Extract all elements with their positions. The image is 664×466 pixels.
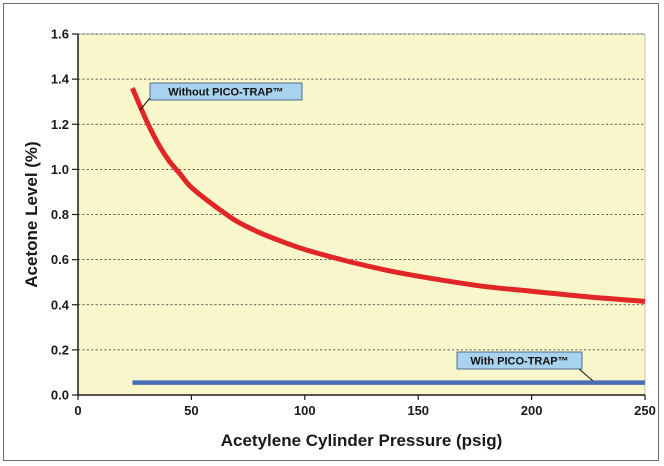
y-tick-label: 0.0: [51, 388, 69, 403]
y-axis-title: Acetone Level (%): [22, 141, 41, 287]
x-tick-label: 100: [294, 403, 316, 418]
y-tick-label: 0.4: [51, 297, 70, 312]
series-line-without-pico-trap: [130, 87, 646, 304]
y-tick-label: 0.6: [51, 252, 69, 267]
x-tick-label: 150: [407, 403, 429, 418]
y-tick-label: 1.6: [51, 27, 69, 42]
x-axis-title: Acetylene Cylinder Pressure (psig): [221, 431, 503, 450]
x-tick-label: 0: [74, 403, 81, 418]
callout-box-with: [456, 351, 583, 370]
y-tick-label: 1.4: [51, 72, 70, 87]
y-tick-label: 1.2: [51, 117, 69, 132]
y-tick-label: 0.8: [51, 207, 69, 222]
callout-box-without: [149, 82, 303, 101]
x-tick-label: 200: [521, 403, 543, 418]
x-tick-label: 50: [184, 403, 198, 418]
x-tick-label: 250: [634, 403, 656, 418]
callout-leader-without: [139, 97, 151, 111]
y-tick-label: 0.2: [51, 342, 69, 357]
callout-leader-with: [577, 367, 594, 382]
callout-label-without: Without PICO-TRAP™: [168, 87, 283, 99]
y-tick-label: 1.0: [51, 162, 69, 177]
callout-label-with: With PICO-TRAP™: [470, 356, 568, 368]
